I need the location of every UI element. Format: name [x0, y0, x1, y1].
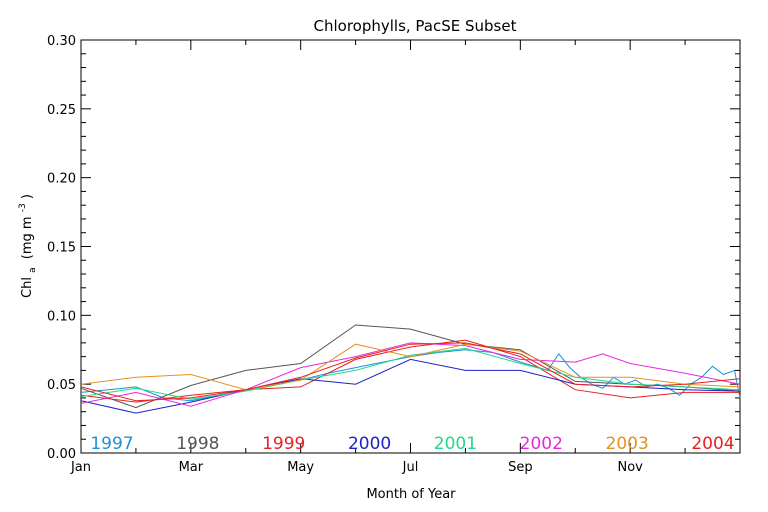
series-line-1998: [80, 324, 741, 409]
plot-frame: [80, 39, 741, 454]
x-tick-label: Jul: [402, 460, 419, 475]
y-tick-label: 0.00: [47, 447, 76, 462]
series-line-1999: [80, 339, 740, 403]
legend-entry-1998: 1998: [176, 434, 219, 454]
legend-entry-2002: 2002: [520, 434, 563, 454]
y-tick-label: 0.20: [47, 172, 76, 187]
series-line-2003: [80, 343, 741, 391]
legend-entry-2001: 2001: [434, 434, 477, 454]
chart-title: Chlorophylls, PacSE Subset: [314, 17, 517, 35]
legend-entry-1997: 1997: [90, 434, 133, 454]
legend-entry-2004: 2004: [691, 434, 734, 454]
legend: 1997 1998 1999 2000 2001 2002 2003 2004: [90, 434, 734, 454]
legend-entry-2000: 2000: [348, 434, 391, 454]
y-tick-label: 0.25: [47, 103, 76, 118]
x-tick-label: May: [287, 460, 314, 475]
y-tick-label: 0.05: [47, 378, 76, 393]
series-line-2001: [80, 347, 741, 400]
x-tick-label: Sep: [508, 460, 533, 475]
y-axis-label-subscript: a: [28, 267, 38, 273]
x-tick-label: Jan: [70, 460, 91, 475]
y-axis-label-units: (mg m: [20, 216, 35, 259]
x-axis: Jan Mar May Jul Sep Nov: [70, 40, 741, 475]
x-axis-label: Month of Year: [366, 487, 456, 502]
series-line-2004: [80, 342, 741, 402]
y-axis: 0.00 0.05 0.10 0.15 0.20 0.25 0.30: [47, 34, 740, 462]
y-tick-label: 0.10: [47, 309, 76, 324]
y-axis-label-superscript: -3: [18, 203, 28, 212]
legend-entry-2003: 2003: [606, 434, 649, 454]
legend-entry-1999: 1999: [262, 434, 305, 454]
y-axis-label: Chl a (mg m -3 ): [14, 194, 39, 298]
x-tick-label: Nov: [617, 460, 643, 475]
y-axis-label-close: ): [20, 194, 35, 199]
series-lines: [80, 324, 741, 414]
y-tick-label: 0.15: [47, 241, 76, 256]
y-tick-label: 0.30: [47, 34, 76, 49]
x-tick-label: Mar: [179, 460, 204, 475]
series-line-2002: [80, 342, 741, 407]
y-axis-label-main: Chl: [20, 277, 35, 298]
